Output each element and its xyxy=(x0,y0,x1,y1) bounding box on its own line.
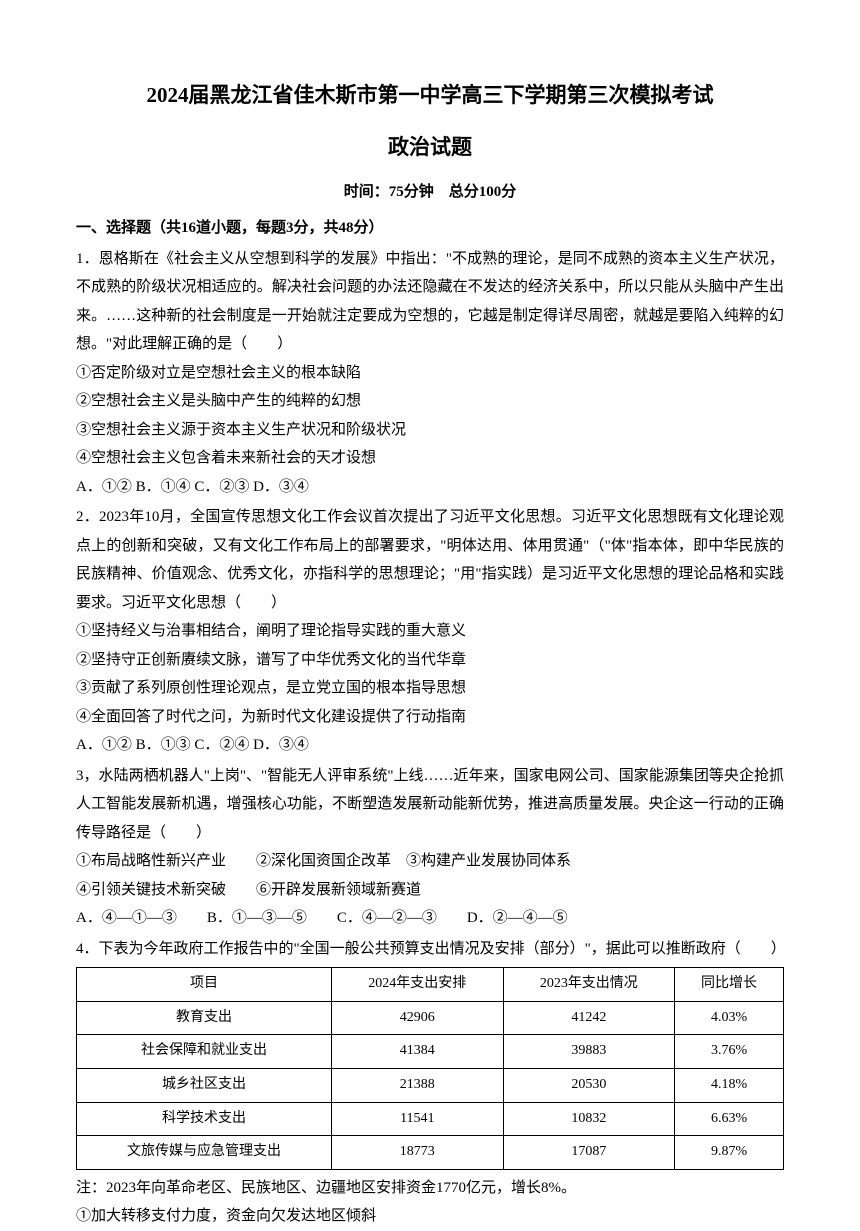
q4-stem: 4．下表为今年政府工作报告中的"全国一般公共预算支出情况及安排（部分）"，据此可… xyxy=(76,935,784,964)
table-cell: 4.18% xyxy=(675,1069,784,1103)
table-cell: 41384 xyxy=(332,1035,504,1069)
table-cell: 社会保障和就业支出 xyxy=(77,1035,332,1069)
q2-statement-4: ④全面回答了时代之问，为新时代文化建设提供了行动指南 xyxy=(76,703,784,732)
col-header-2024: 2024年支出安排 xyxy=(332,968,504,1002)
table-cell: 18773 xyxy=(332,1136,504,1170)
section-header: 一、选择题（共16道小题，每题3分，共48分） xyxy=(76,214,784,243)
table-cell: 42906 xyxy=(332,1001,504,1035)
exam-info: 时间：75分钟 总分100分 xyxy=(76,178,784,207)
table-row: 社会保障和就业支出41384398833.76% xyxy=(77,1035,784,1069)
table-cell: 20530 xyxy=(503,1069,675,1103)
col-header-growth: 同比增长 xyxy=(675,968,784,1002)
table-row: 文旅传媒与应急管理支出18773170879.87% xyxy=(77,1136,784,1170)
table-row: 科学技术支出11541108326.63% xyxy=(77,1102,784,1136)
q3-stem: 3，水陆两栖机器人"上岗"、"智能无人评审系统"上线……近年来，国家电网公司、国… xyxy=(76,762,784,848)
table-cell: 9.87% xyxy=(675,1136,784,1170)
question-2: 2．2023年10月，全国宣传思想文化工作会议首次提出了习近平文化思想。习近平文… xyxy=(76,503,784,760)
q1-options: A．①② B．①④ C．②③ D．③④ xyxy=(76,473,784,502)
table-cell: 11541 xyxy=(332,1102,504,1136)
budget-table: 项目 2024年支出安排 2023年支出情况 同比增长 教育支出42906412… xyxy=(76,967,784,1170)
col-header-item: 项目 xyxy=(77,968,332,1002)
table-cell: 4.03% xyxy=(675,1001,784,1035)
table-row: 教育支出42906412424.03% xyxy=(77,1001,784,1035)
question-1: 1．恩格斯在《社会主义从空想到科学的发展》中指出："不成熟的理论，是同不成熟的资… xyxy=(76,245,784,502)
table-cell: 科学技术支出 xyxy=(77,1102,332,1136)
table-cell: 城乡社区支出 xyxy=(77,1069,332,1103)
table-cell: 41242 xyxy=(503,1001,675,1035)
q2-stem: 2．2023年10月，全国宣传思想文化工作会议首次提出了习近平文化思想。习近平文… xyxy=(76,503,784,617)
table-cell: 教育支出 xyxy=(77,1001,332,1035)
q2-statement-1: ①坚持经义与治事相结合，阐明了理论指导实践的重大意义 xyxy=(76,617,784,646)
q1-statement-2: ②空想社会主义是头脑中产生的纯粹的幻想 xyxy=(76,387,784,416)
table-header-row: 项目 2024年支出安排 2023年支出情况 同比增长 xyxy=(77,968,784,1002)
table-row: 城乡社区支出21388205304.18% xyxy=(77,1069,784,1103)
question-4: 4．下表为今年政府工作报告中的"全国一般公共预算支出情况及安排（部分）"，据此可… xyxy=(76,935,784,1231)
col-header-2023: 2023年支出情况 xyxy=(503,968,675,1002)
q3-statement-2: ④引领关键技术新突破 ⑥开辟发展新领域新赛道 xyxy=(76,876,784,905)
table-cell: 3.76% xyxy=(675,1035,784,1069)
q3-options: A．④—①—③ B．①—③—⑤ C．④—②—③ D．②—④—⑤ xyxy=(76,904,784,933)
table-cell: 39883 xyxy=(503,1035,675,1069)
q2-statement-2: ②坚持守正创新赓续文脉，谱写了中华优秀文化的当代华章 xyxy=(76,646,784,675)
q4-note: 注：2023年向革命老区、民族地区、边疆地区安排资金1770亿元，增长8%。 xyxy=(76,1174,784,1203)
table-cell: 10832 xyxy=(503,1102,675,1136)
table-cell: 17087 xyxy=(503,1136,675,1170)
q2-statement-3: ③贡献了系列原创性理论观点，是立党立国的根本指导思想 xyxy=(76,674,784,703)
table-cell: 文旅传媒与应急管理支出 xyxy=(77,1136,332,1170)
q1-statement-3: ③空想社会主义源于资本主义生产状况和阶级状况 xyxy=(76,416,784,445)
q4-statement-1: ①加大转移支付力度，资金向欠发达地区倾斜 xyxy=(76,1202,784,1231)
q1-statement-1: ①否定阶级对立是空想社会主义的根本缺陷 xyxy=(76,359,784,388)
q2-options: A．①② B．①③ C．②④ D．③④ xyxy=(76,731,784,760)
table-cell: 21388 xyxy=(332,1069,504,1103)
question-3: 3，水陆两栖机器人"上岗"、"智能无人评审系统"上线……近年来，国家电网公司、国… xyxy=(76,762,784,933)
table-cell: 6.63% xyxy=(675,1102,784,1136)
exam-title-main: 2024届黑龙江省佳木斯市第一中学高三下学期第三次模拟考试 xyxy=(76,76,784,116)
q1-statement-4: ④空想社会主义包含着未来新社会的天才设想 xyxy=(76,444,784,473)
q1-stem: 1．恩格斯在《社会主义从空想到科学的发展》中指出："不成熟的理论，是同不成熟的资… xyxy=(76,245,784,359)
q3-statement-1: ①布局战略性新兴产业 ②深化国资国企改革 ③构建产业发展协同体系 xyxy=(76,847,784,876)
exam-title-sub: 政治试题 xyxy=(76,128,784,168)
